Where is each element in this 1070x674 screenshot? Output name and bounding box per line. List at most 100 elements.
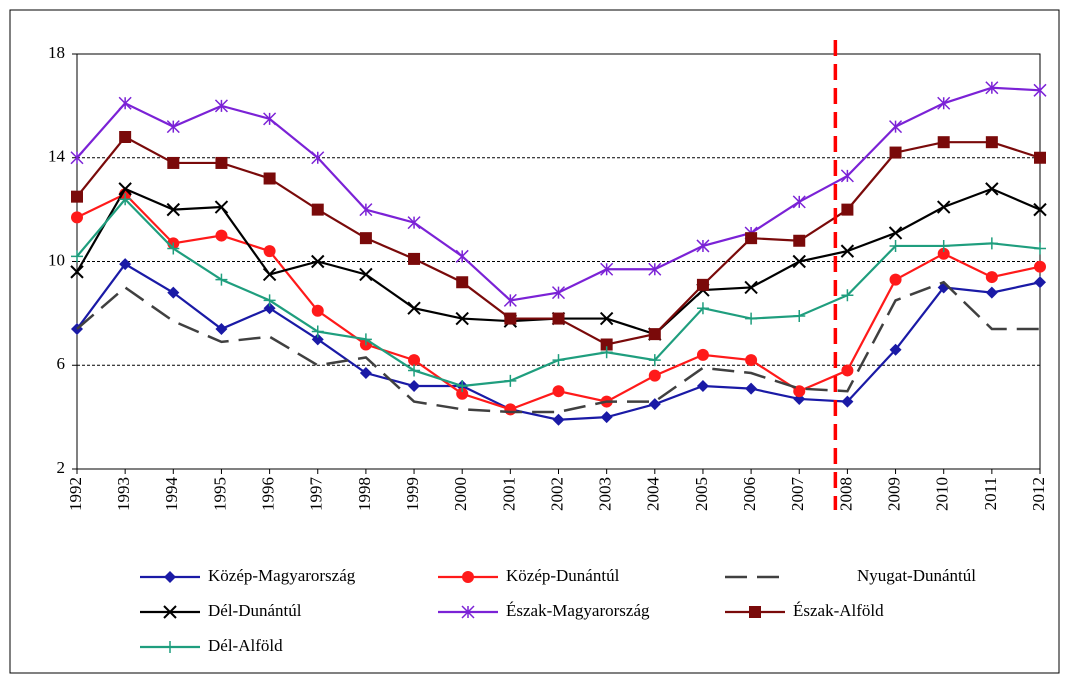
marker <box>696 380 709 392</box>
marker <box>408 354 421 367</box>
x-tick-label: 2002 <box>547 477 566 511</box>
marker <box>696 302 709 315</box>
marker <box>793 234 806 247</box>
marker <box>167 242 180 255</box>
marker <box>504 374 517 387</box>
x-tick-label: 2001 <box>499 477 518 511</box>
marker <box>696 278 709 291</box>
x-tick-label: 2004 <box>644 477 663 512</box>
legend-label: Dél-Dunántúl <box>208 601 302 620</box>
marker <box>407 216 421 230</box>
series-line <box>76 280 1040 414</box>
marker <box>745 312 758 325</box>
marker <box>599 311 614 326</box>
marker <box>456 276 469 289</box>
x-tick-label: 2012 <box>1029 477 1048 511</box>
marker <box>889 146 902 159</box>
marker <box>119 258 132 271</box>
marker <box>937 247 950 260</box>
marker <box>263 245 276 258</box>
marker <box>407 301 421 315</box>
marker <box>359 367 372 380</box>
marker <box>937 96 951 110</box>
marker <box>215 273 228 286</box>
marker <box>1034 260 1046 273</box>
y-tick-label: 14 <box>48 147 66 166</box>
marker <box>1034 276 1046 289</box>
marker <box>71 250 83 263</box>
marker <box>71 190 83 203</box>
marker <box>164 641 176 653</box>
marker <box>793 385 806 398</box>
x-tick-label: 1996 <box>259 477 278 511</box>
marker <box>215 322 228 335</box>
marker <box>600 262 614 276</box>
marker <box>792 254 806 269</box>
marker <box>1033 83 1047 97</box>
marker <box>841 289 854 302</box>
marker <box>552 413 565 426</box>
marker <box>841 364 854 377</box>
marker <box>648 328 661 341</box>
marker <box>311 151 325 165</box>
marker <box>985 81 999 95</box>
marker <box>504 312 517 325</box>
x-tick-label: 1992 <box>66 477 85 511</box>
marker <box>215 229 228 242</box>
x-tick-label: 2010 <box>933 477 952 511</box>
marker <box>408 252 421 265</box>
marker <box>408 380 421 392</box>
x-tick-label: 2011 <box>981 477 1000 510</box>
x-tick-label: 2000 <box>451 477 470 511</box>
legend-label: Észak-Magyarország <box>506 601 650 620</box>
y-tick-label: 18 <box>48 43 65 62</box>
y-tick-label: 6 <box>57 354 66 373</box>
legend-label: Dél-Alföld <box>208 636 283 655</box>
x-tick-label: 1993 <box>114 477 133 511</box>
marker <box>119 131 132 143</box>
marker <box>311 203 324 216</box>
marker <box>888 226 903 240</box>
marker <box>696 239 710 253</box>
marker <box>504 403 517 416</box>
marker <box>937 239 950 252</box>
x-tick-label: 2008 <box>836 477 855 511</box>
marker <box>263 294 276 307</box>
marker <box>985 271 998 284</box>
marker <box>408 364 421 377</box>
marker <box>985 182 999 196</box>
marker <box>70 151 84 165</box>
legend-label: Közép-Dunántúl <box>506 566 620 585</box>
marker <box>456 380 469 392</box>
marker <box>263 302 276 315</box>
marker <box>600 346 613 359</box>
marker <box>985 286 998 299</box>
marker <box>937 136 950 149</box>
marker <box>648 262 662 276</box>
marker <box>840 244 855 258</box>
marker <box>166 120 180 134</box>
marker <box>70 265 84 279</box>
x-tick-label: 1995 <box>210 477 229 511</box>
marker <box>889 120 903 134</box>
marker <box>167 156 180 169</box>
marker <box>163 605 177 619</box>
series-line <box>76 86 1041 302</box>
marker <box>600 411 613 424</box>
marker <box>118 96 132 110</box>
marker <box>551 286 566 300</box>
marker <box>749 606 761 618</box>
marker <box>462 571 474 583</box>
marker <box>214 200 229 214</box>
marker <box>745 354 758 367</box>
marker <box>841 395 854 408</box>
marker <box>503 293 517 307</box>
marker <box>311 304 324 317</box>
marker <box>359 267 373 282</box>
marker <box>600 338 613 351</box>
marker <box>455 311 469 326</box>
marker <box>840 169 854 183</box>
marker <box>985 136 998 149</box>
x-tick-label: 1998 <box>355 477 374 511</box>
